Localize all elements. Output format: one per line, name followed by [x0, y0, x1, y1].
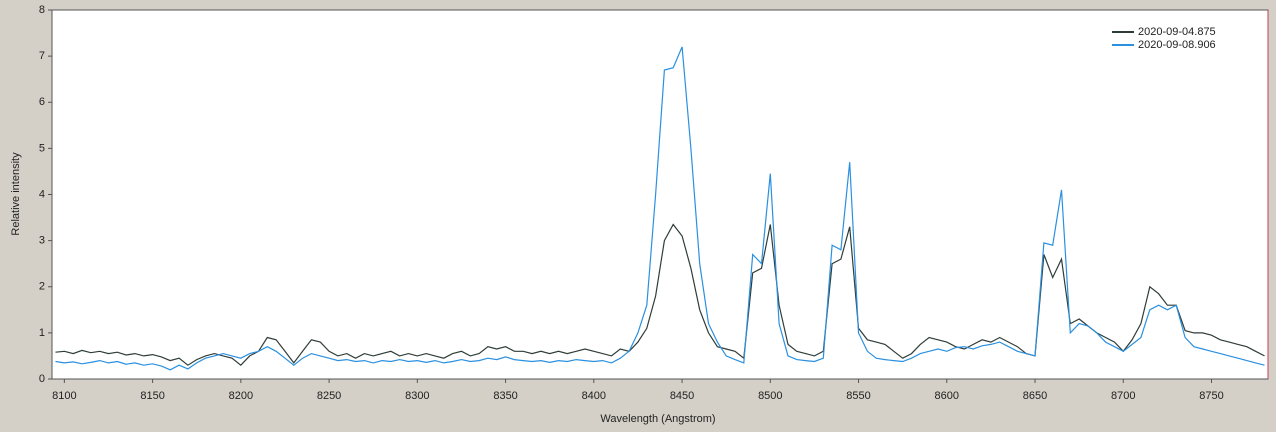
legend-label: 2020-09-08.906	[1138, 39, 1216, 51]
legend-label: 2020-09-04.875	[1138, 26, 1216, 38]
x-axis-label: Wavelength (Angstrom)	[600, 413, 715, 425]
plot-area	[51, 9, 1269, 380]
x-tick-label: 8350	[493, 390, 517, 402]
x-tick-label: 8300	[405, 390, 429, 402]
x-tick-label: 8100	[52, 390, 76, 402]
y-tick-label: 8	[39, 4, 45, 16]
x-tick-label: 8250	[317, 390, 341, 402]
x-tick-label: 8500	[758, 390, 782, 402]
y-tick-label: 6	[39, 96, 45, 108]
y-axis-label: Relative intensity	[10, 152, 22, 236]
y-tick-label: 7	[39, 50, 45, 62]
x-tick-label: 8650	[1023, 390, 1047, 402]
y-tick-label: 2	[39, 281, 45, 293]
x-tick-label: 8700	[1111, 390, 1135, 402]
x-tick-label: 8550	[846, 390, 870, 402]
y-tick-label: 4	[39, 188, 45, 200]
x-tick-label: 8200	[229, 390, 253, 402]
y-tick-label: 0	[39, 373, 45, 385]
y-tick-label: 1	[39, 327, 45, 339]
y-tick-label: 3	[39, 235, 45, 247]
y-tick-label: 5	[39, 142, 45, 154]
series-line	[55, 46, 1265, 371]
x-tick-label: 8600	[935, 390, 959, 402]
x-tick-label: 8400	[582, 390, 606, 402]
x-tick-label: 8150	[140, 390, 164, 402]
x-tick-label: 8450	[670, 390, 694, 402]
x-tick-label: 8750	[1199, 390, 1223, 402]
